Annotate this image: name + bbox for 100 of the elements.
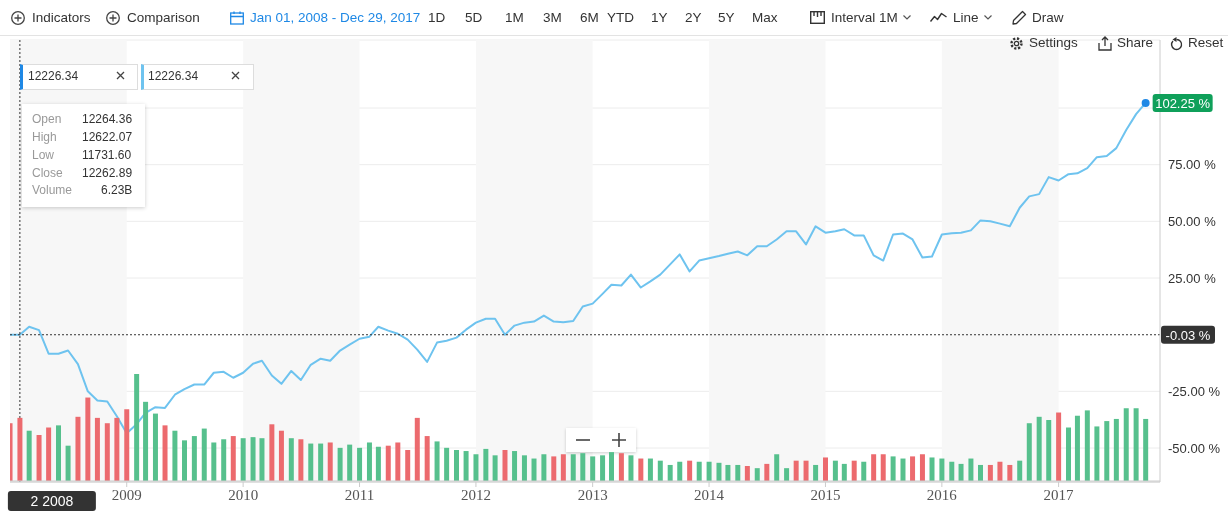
annotation: 12262.89 bbox=[82, 165, 133, 182]
bar bbox=[900, 458, 906, 481]
bar bbox=[841, 463, 847, 481]
bar bbox=[337, 447, 343, 481]
bar bbox=[318, 443, 324, 481]
bar bbox=[861, 461, 867, 481]
bar bbox=[541, 454, 547, 481]
annotation: Low bbox=[32, 147, 55, 164]
bar bbox=[172, 430, 178, 481]
text: Indicators bbox=[32, 9, 91, 27]
bar bbox=[26, 430, 32, 481]
bar bbox=[1143, 418, 1149, 481]
annotation: Close bbox=[32, 165, 63, 182]
bar bbox=[1046, 420, 1052, 481]
bar bbox=[65, 445, 71, 481]
bar bbox=[1017, 460, 1023, 481]
bar bbox=[1026, 423, 1032, 481]
ref-line-label: -0.03 % bbox=[1165, 327, 1211, 343]
bar bbox=[997, 461, 1003, 481]
bar bbox=[152, 413, 158, 481]
x-tick-label: 2011 bbox=[344, 486, 375, 503]
bar bbox=[385, 445, 391, 481]
annotation: 6.23B bbox=[101, 182, 133, 199]
bar bbox=[201, 428, 207, 481]
bar bbox=[75, 416, 81, 481]
text: Max bbox=[752, 9, 778, 27]
bar bbox=[793, 460, 799, 481]
bar bbox=[1074, 415, 1080, 481]
bar bbox=[725, 464, 731, 481]
bar bbox=[667, 464, 673, 481]
bar bbox=[463, 451, 469, 481]
bar bbox=[851, 460, 857, 481]
ref-line-label: 2 2008 bbox=[30, 493, 74, 509]
annotation: 12226.34 bbox=[28, 68, 79, 85]
bar bbox=[531, 458, 537, 481]
bar bbox=[269, 424, 275, 481]
y-tick-label: -50.00 % bbox=[1168, 440, 1221, 456]
bar bbox=[483, 448, 489, 481]
bar bbox=[609, 452, 615, 481]
bar bbox=[1104, 421, 1110, 481]
bar bbox=[1056, 412, 1062, 481]
bar bbox=[46, 427, 52, 481]
bar bbox=[977, 464, 983, 481]
bar bbox=[1084, 410, 1090, 481]
x-tick-label: 2016 bbox=[926, 486, 958, 503]
bar bbox=[36, 434, 42, 481]
annotation: 12264.36 bbox=[82, 111, 133, 128]
text: Draw bbox=[1032, 9, 1064, 27]
x-tick-label: 2010 bbox=[228, 486, 259, 503]
bar bbox=[590, 456, 596, 481]
bar bbox=[230, 436, 236, 481]
bar bbox=[677, 461, 683, 481]
text: Interval 1M bbox=[831, 9, 898, 27]
bar bbox=[560, 454, 566, 481]
text: 1M bbox=[505, 9, 524, 27]
annotation: Settings bbox=[1029, 34, 1078, 52]
bar bbox=[706, 461, 712, 481]
bar bbox=[114, 417, 120, 481]
bar bbox=[687, 460, 693, 481]
bar bbox=[143, 401, 149, 481]
text: Jan 01, 2008 - Dec 29, 2017 bbox=[250, 9, 421, 27]
bar bbox=[240, 438, 246, 481]
text: YTD bbox=[607, 9, 634, 27]
text: 5D bbox=[465, 9, 483, 27]
x-tick-label: 2013 bbox=[577, 486, 608, 503]
x-tick-label: 2015 bbox=[810, 486, 841, 503]
text: 6M bbox=[580, 9, 599, 27]
bar bbox=[696, 461, 702, 481]
bar bbox=[657, 460, 663, 481]
annotation: 12622.07 bbox=[82, 129, 133, 146]
bar bbox=[288, 438, 294, 481]
bar bbox=[958, 463, 964, 481]
bar bbox=[880, 454, 886, 481]
bar bbox=[910, 456, 916, 481]
text: 5Y bbox=[718, 9, 735, 27]
x-tick-label: 2017 bbox=[1043, 486, 1075, 503]
bar bbox=[1094, 426, 1100, 481]
bar bbox=[454, 449, 460, 481]
text: Line bbox=[953, 9, 979, 27]
bar bbox=[259, 438, 265, 481]
bar bbox=[181, 440, 187, 481]
bar bbox=[618, 453, 624, 481]
text: 1Y bbox=[651, 9, 668, 27]
y-tick-label: -25.00 % bbox=[1168, 383, 1221, 399]
bar bbox=[162, 425, 168, 481]
bar bbox=[492, 455, 498, 481]
bar bbox=[638, 458, 644, 481]
bar bbox=[968, 458, 974, 481]
bar bbox=[890, 456, 896, 481]
bar bbox=[414, 417, 420, 481]
bar bbox=[308, 443, 314, 481]
bar bbox=[774, 454, 780, 481]
bar bbox=[813, 464, 819, 481]
bar bbox=[754, 468, 760, 481]
bar bbox=[551, 456, 557, 481]
bar bbox=[191, 436, 197, 481]
bar bbox=[347, 444, 353, 481]
annotation: High bbox=[32, 129, 57, 146]
bar bbox=[521, 455, 527, 481]
bar bbox=[250, 437, 256, 481]
